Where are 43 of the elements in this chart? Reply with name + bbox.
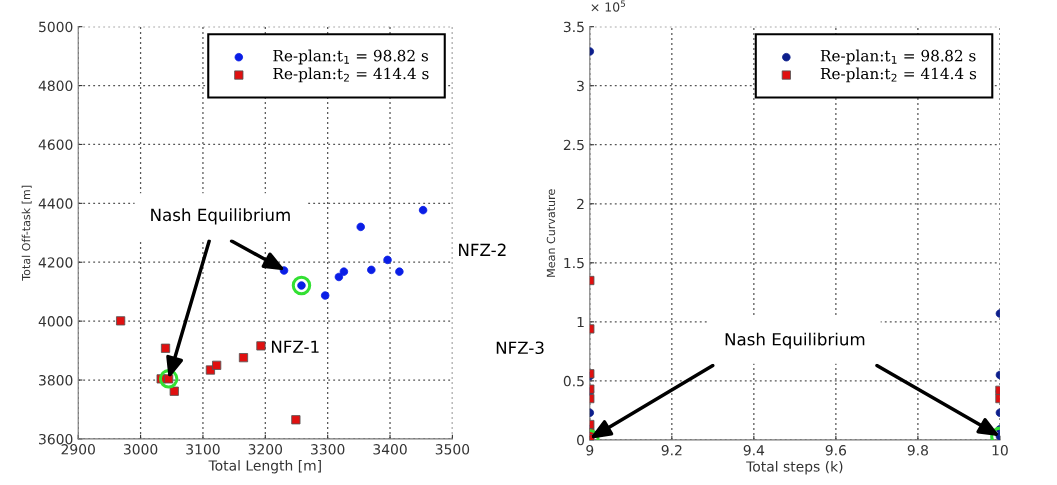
y-tick-label: 0.5: [563, 375, 584, 387]
y-tick-label: 1.5: [564, 257, 584, 269]
y-tick-label: 1: [577, 316, 584, 328]
x-tick-label: 9: [586, 445, 594, 456]
legend-label: Re-plan:t$_{2}$ = 414.4 s: [273, 67, 429, 83]
x-tick-label: 3500: [435, 444, 470, 455]
x-tick-label: 3000: [123, 444, 158, 455]
x-tick-label: 10: [992, 445, 1008, 456]
x-axis-title: Total steps (k): [746, 460, 843, 475]
x-tick-label: 9.2: [661, 445, 682, 456]
y-tick-label: 4600: [38, 139, 73, 150]
x-tick-label: 9.4: [743, 445, 765, 456]
text: × 10$^{5}$: [591, 0, 626, 12]
x-tick-label: 3300: [311, 444, 345, 455]
annotation: Nash Equilibrium: [725, 332, 865, 349]
annotation: NFZ-1: [271, 340, 319, 353]
y-tick-label: 4200: [38, 257, 73, 268]
y-tick-label: 3.5: [563, 21, 584, 33]
x-tick-label: 9.8: [907, 445, 928, 456]
x-tick-label: 3200: [248, 444, 283, 455]
y-tick-label: 4400: [38, 198, 73, 209]
x-tick-label: 9.6: [825, 445, 847, 456]
legend-label: Re-plan:t$_{1}$ = 98.82 s: [273, 49, 429, 65]
x-tick-label: 3400: [373, 444, 407, 455]
y-tick-label: 3800: [39, 375, 73, 386]
text: NFZ-2: [459, 243, 506, 256]
x-axis-title: Total Length [m]: [208, 460, 321, 474]
x-tick-label: 3100: [186, 444, 220, 455]
x-tick-label: 2900: [61, 444, 95, 455]
y-tick-label: 5000: [39, 21, 73, 33]
y-tick-label: 0: [577, 434, 585, 446]
annotation: Nash Equilibrium: [151, 208, 290, 225]
y-tick-label: 4000: [38, 316, 73, 327]
legend-label: Re-plan:t$_{2}$ = 414.4 s: [820, 67, 977, 83]
y-tick-label: 2.5: [563, 139, 584, 151]
legend-label: Re-plan:t$_{1}$ = 98.82 s: [820, 49, 976, 65]
y-axis-title: Total Off-task [m]: [21, 185, 32, 281]
y-tick-label: 4800: [38, 80, 73, 92]
y-tick-label: 3600: [39, 433, 73, 445]
text: NFZ-3: [496, 341, 544, 355]
y-axis-title: Mean Curvature: [546, 189, 556, 277]
y-tick-label: 3: [577, 80, 584, 92]
y-tick-label: 2: [577, 198, 584, 210]
